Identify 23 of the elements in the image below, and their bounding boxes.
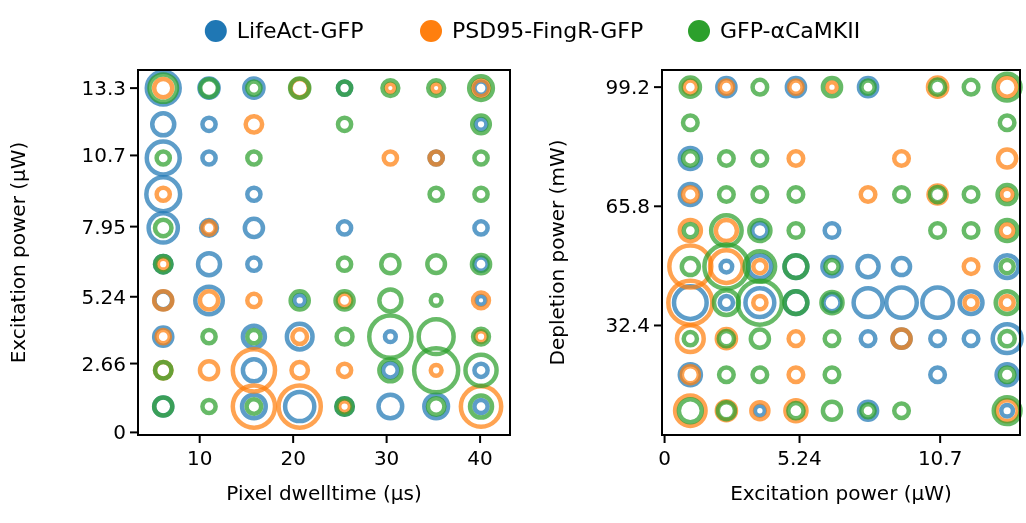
x-tick-label: 5.24 bbox=[777, 446, 822, 470]
x-tick-label: 10 bbox=[186, 446, 213, 470]
x-tick-label: 10.7 bbox=[917, 446, 963, 470]
y-tick-label: 65.8 bbox=[605, 194, 650, 219]
y-tick-label: 13.3 bbox=[81, 76, 126, 101]
x-tick-label: 30 bbox=[373, 446, 400, 470]
y-tick-label: 2.66 bbox=[81, 351, 126, 376]
x-axis-title: Pixel dwelltime (μs) bbox=[226, 481, 422, 505]
y-tick-label: 5.24 bbox=[81, 284, 126, 309]
y-tick-label: 0 bbox=[113, 420, 126, 445]
y-tick-label: 99.2 bbox=[605, 75, 650, 100]
x-tick-label: 40 bbox=[467, 446, 493, 470]
legend-label: GFP-αCaMKII bbox=[720, 18, 861, 43]
x-tick-label: 0 bbox=[658, 446, 671, 470]
x-axis-title: Excitation power (μW) bbox=[730, 481, 952, 505]
legend-label: LifeAct-GFP bbox=[236, 18, 364, 43]
y-axis-title: Depletion power (mW) bbox=[545, 139, 569, 366]
y-tick-label: 7.95 bbox=[81, 214, 126, 239]
x-tick-label: 20 bbox=[280, 446, 306, 470]
y-tick-label: 10.7 bbox=[81, 143, 126, 168]
y-tick-label: 32.4 bbox=[605, 313, 650, 338]
legend-label: PSD95-FingR-GFP bbox=[452, 18, 644, 43]
y-axis-title: Excitation power (μW) bbox=[6, 141, 30, 364]
